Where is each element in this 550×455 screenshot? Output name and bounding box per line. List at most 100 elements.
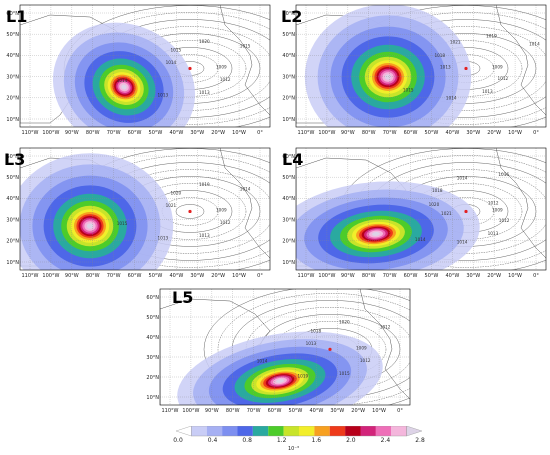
lat-tick-label: 40°N (146, 335, 159, 341)
isobar-label: 1014 (166, 60, 177, 65)
colorbar-tick-label: 2.8 (415, 437, 425, 444)
lat-tick-label: 30°N (282, 217, 295, 223)
isobar-label: 1013 (158, 93, 169, 98)
lat-tick-label: 40°N (6, 53, 19, 59)
lon-tick-label: 50°W (149, 273, 163, 279)
lon-tick-label: 110°W (22, 130, 39, 136)
lon-tick-label: 10°W (508, 273, 522, 279)
isobar-label: 1012 (488, 200, 499, 205)
colorbar-segment (329, 426, 346, 436)
lon-tick-label: 80°W (362, 130, 376, 136)
lon-tick-label: 30°W (330, 408, 344, 414)
lon-tick-label: 90°W (341, 273, 355, 279)
coastline-europe-africa (359, 289, 410, 400)
map-l2: 1009 1012 1013 1014 1015 1013 1018 1021 1019 1014… (282, 4, 547, 136)
isobar-label: 1013 (440, 64, 451, 69)
colorbar-tick-label: 2.4 (380, 437, 391, 444)
map-panel-l4: 1009 1012 1013 1014 1014 1021 1020 1018 1014 1016… (276, 146, 548, 286)
colorbar-segment (375, 426, 392, 436)
colorbar-tick-label: 0.8 (242, 437, 252, 444)
isobar (175, 204, 205, 219)
isobar-label: 1015 (240, 44, 251, 49)
isobar-label: 1018 (434, 53, 445, 58)
high-center-marker (188, 209, 192, 214)
colorbar-segment (252, 426, 269, 436)
map-frame (295, 4, 547, 128)
colorbar-segment (222, 426, 238, 436)
panel-label: L3 (4, 150, 26, 169)
high-center-marker (464, 209, 468, 214)
colorbar-segment (360, 426, 376, 436)
isobar (203, 289, 410, 405)
lon-tick-label: 10°W (372, 408, 386, 414)
isobar-label: 1014 (257, 359, 268, 364)
colorbar-segment (237, 426, 253, 436)
lon-tick-label: 70°W (383, 130, 397, 136)
colorbar-segment (283, 426, 299, 436)
map-l3: 1009 1012 1013 1013 1015 1021 1020 1019 1014 60°N… (6, 147, 271, 279)
lon-tick-label: 80°W (362, 273, 376, 279)
colorbar-tick-label: 0.0 (173, 437, 183, 444)
lat-tick-label: 60°N (6, 154, 19, 160)
shading (20, 153, 174, 270)
isobar-label: 1019 (199, 182, 210, 187)
lon-tick-label: 40°W (445, 130, 459, 136)
isobar-label: 1015 (117, 221, 128, 226)
lat-tick-label: 20°N (282, 96, 295, 102)
isobar (217, 293, 410, 405)
colorbar-tick-label: 1.6 (311, 437, 322, 444)
isobar-label: 1014 (457, 175, 468, 180)
panel-label: L2 (281, 7, 303, 26)
high-center-marker (188, 66, 192, 71)
lon-tick-label: 90°W (65, 130, 79, 136)
isobar-label: 1014 (446, 95, 457, 100)
isobar-label: 1019 (486, 34, 497, 39)
shading-level (372, 231, 380, 237)
colorbar-tick-label: 0.4 (207, 437, 218, 444)
lon-tick-label: 60°W (404, 273, 418, 279)
lon-tick-label: 30°W (466, 273, 480, 279)
lon-tick-label: 110°W (22, 273, 39, 279)
isobar-label: 1018 (432, 188, 443, 193)
lon-tick-label: 50°W (149, 130, 163, 136)
lon-tick-label: 0° (257, 130, 263, 136)
lon-tick-label: 0° (533, 130, 539, 136)
isobar-label: 1012 (380, 324, 391, 329)
lat-tick-label: 20°N (6, 239, 19, 245)
lon-tick-label: 40°W (169, 130, 183, 136)
shading (296, 181, 480, 270)
lon-tick-label: 70°W (107, 273, 121, 279)
isobar-label: 1009 (356, 345, 367, 350)
lon-tick-label: 50°W (425, 273, 439, 279)
lat-tick-label: 30°N (146, 355, 159, 361)
lon-tick-label: 20°W (211, 130, 225, 136)
lon-tick-label: 100°W (318, 130, 335, 136)
lon-tick-label: 50°W (289, 408, 303, 414)
map-area: 1009 1012 1015 1019 1014 1013 1018 1020 1012 (160, 289, 410, 405)
lon-tick-label: 30°W (190, 130, 204, 136)
lon-tick-label: 30°W (466, 130, 480, 136)
isobar-label: 1015 (403, 87, 414, 92)
isobar-label: 1012 (220, 77, 231, 82)
lat-tick-label: 60°N (6, 11, 19, 17)
high-center-marker (328, 347, 332, 351)
isobar-label: 1015 (339, 371, 350, 376)
isobar-label: 1012 (220, 220, 231, 225)
lat-tick-label: 60°N (282, 11, 295, 17)
lat-tick-label: 30°N (6, 217, 19, 223)
isobar-label: 1021 (450, 40, 461, 45)
panel-label: L1 (6, 7, 28, 26)
lat-tick-label: 10°N (6, 117, 19, 123)
isobar-label: 1021 (441, 211, 452, 216)
shading (177, 331, 383, 405)
lon-tick-label: 90°W (65, 273, 79, 279)
lon-tick-label: 20°W (351, 408, 365, 414)
lon-tick-label: 0° (257, 273, 263, 279)
map-l5: 1009 1012 1015 1019 1014 1013 1018 1020 1012 60°N… (146, 288, 411, 414)
map-panel-l5: 1009 1012 1015 1019 1014 1013 1018 1020 1012 60°N… (140, 287, 412, 422)
lon-tick-label: 0° (533, 273, 539, 279)
shading-level (276, 379, 284, 383)
lon-tick-label: 70°W (383, 273, 397, 279)
lat-tick-label: 30°N (6, 74, 19, 80)
lon-tick-label: 80°W (226, 408, 240, 414)
